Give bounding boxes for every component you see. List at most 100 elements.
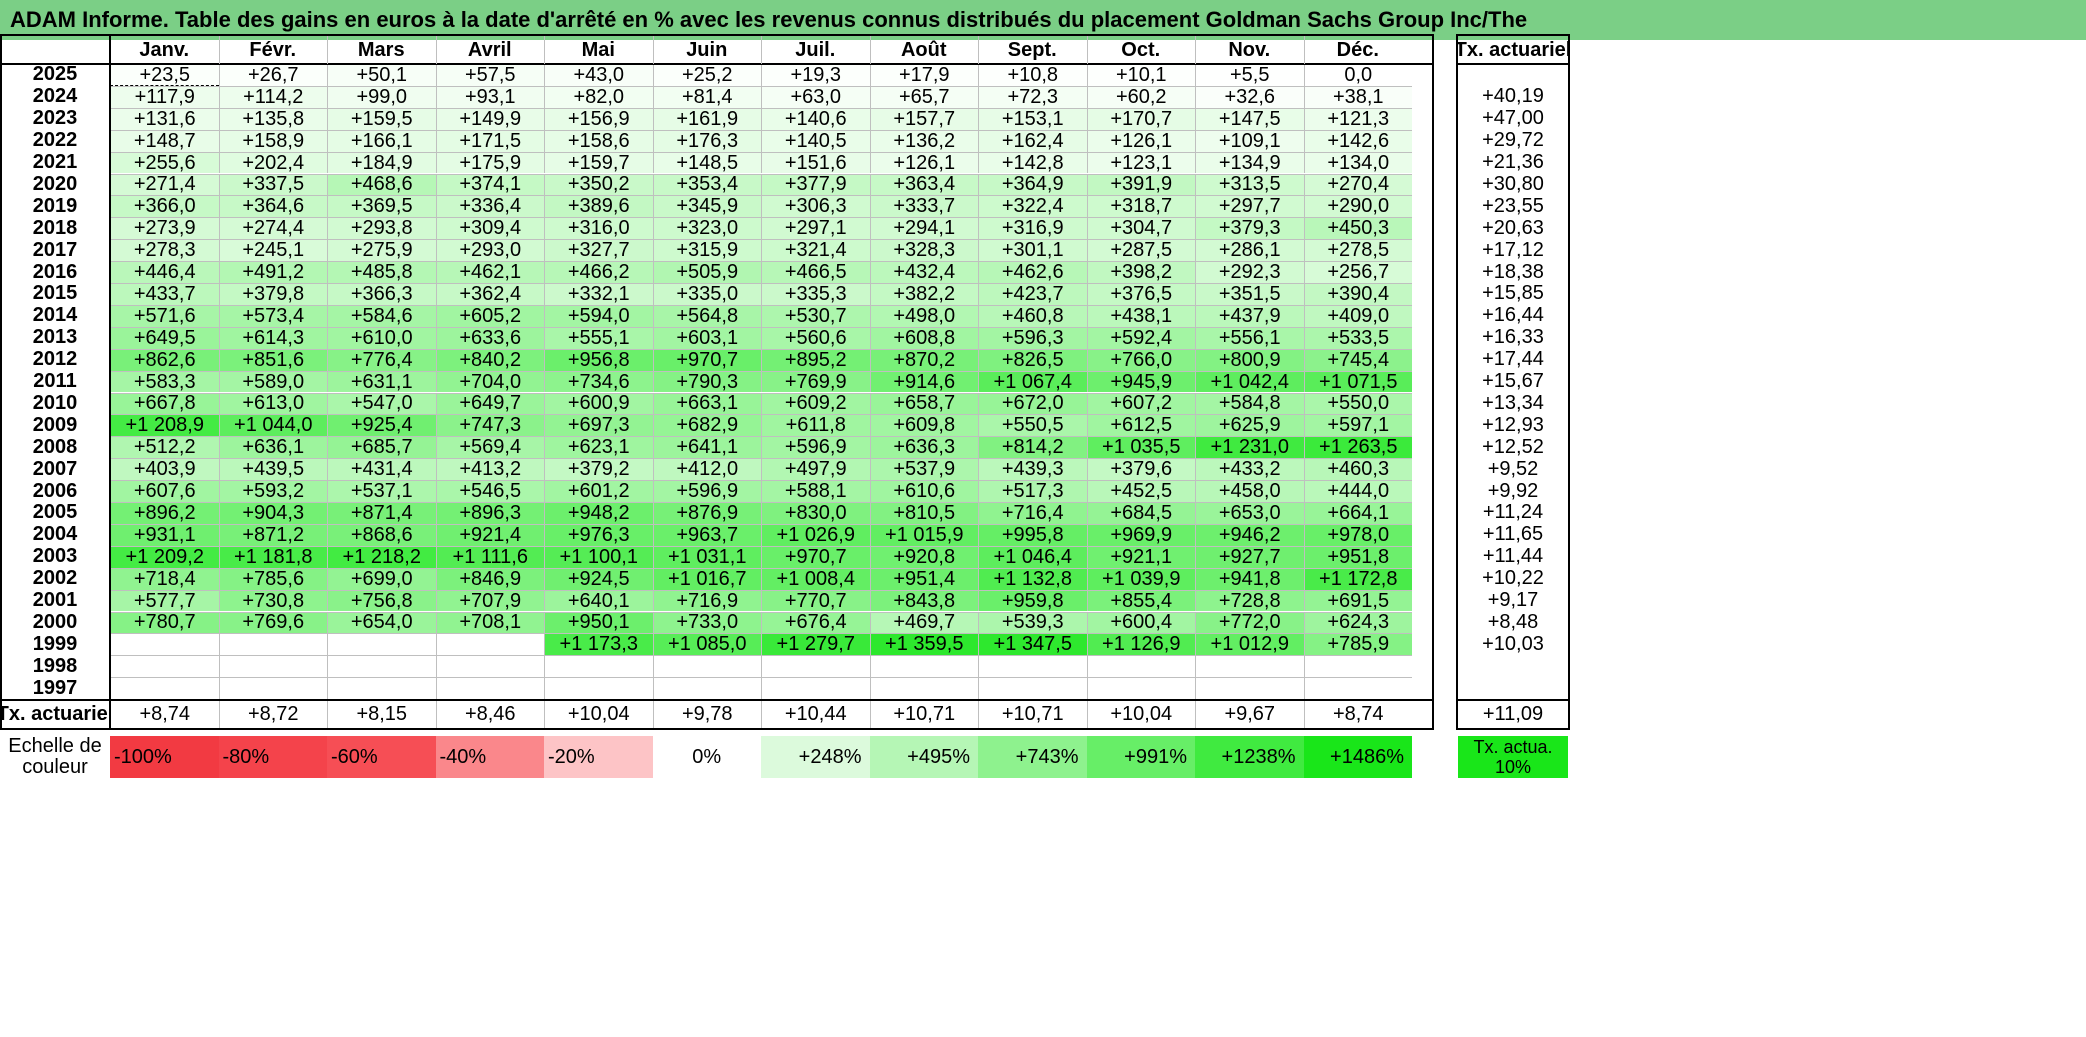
table-cell: +462,6 [978, 261, 1087, 283]
table-cell: +770,7 [761, 589, 870, 612]
table-cell: +423,7 [978, 283, 1087, 305]
annual-rate: +12,93 [1482, 414, 1544, 436]
table-cell: +485,8 [327, 261, 436, 283]
table-cell: +275,9 [327, 239, 436, 262]
table-cell: +533,5 [1303, 326, 1412, 349]
annual-rate: +15,85 [1482, 283, 1544, 305]
table-cell: +870,2 [869, 348, 978, 371]
table-rule [544, 36, 545, 64]
year-label: 2009 [32, 414, 78, 436]
table-cell: +584,8 [1195, 392, 1304, 415]
table-cell: +403,9 [110, 458, 219, 481]
month-header: Mars [357, 38, 405, 61]
table-cell: +497,9 [761, 458, 870, 481]
table-cell: +600,9 [544, 392, 653, 415]
table-cell: +976,3 [544, 523, 653, 546]
year-label: 2012 [32, 348, 78, 371]
annual-rate: +9,52 [1487, 458, 1539, 480]
year-label: 2016 [32, 261, 78, 283]
table-cell: +446,4 [110, 261, 219, 283]
table-cell: +379,2 [544, 458, 653, 481]
table-cell: +126,1 [869, 151, 978, 174]
annual-rate: +8,48 [1487, 611, 1539, 633]
annual-rate: +18,38 [1482, 261, 1544, 283]
table-cell: +444,0 [1303, 480, 1412, 502]
table-cell: +460,8 [978, 304, 1087, 327]
table-cell: +624,3 [1303, 611, 1412, 634]
table-cell: +374,1 [435, 173, 544, 196]
table-cell: +697,3 [544, 414, 653, 437]
table-cell: +871,4 [327, 502, 436, 524]
table-cell: +142,8 [978, 151, 1087, 174]
table-cell: +631,1 [327, 370, 436, 393]
table-cell: +322,4 [978, 195, 1087, 218]
table-cell: +1 035,5 [1086, 436, 1195, 459]
month-header: Juin [686, 38, 728, 61]
table-cell: +149,9 [435, 107, 544, 130]
table-cell: +50,1 [327, 64, 436, 86]
table-cell: +596,9 [761, 436, 870, 459]
annual-rate: +40,19 [1482, 85, 1544, 108]
table-cell: +613,0 [218, 392, 327, 415]
table-cell: +718,4 [110, 567, 219, 590]
scale-label: Echelle de couleur [8, 736, 102, 778]
table-cell: +131,6 [110, 107, 219, 130]
table-cell: +505,9 [652, 261, 761, 283]
scale-swatch: +991% [1086, 736, 1195, 778]
table-cell [110, 655, 219, 678]
table-cell: +382,2 [869, 283, 978, 305]
table-rule [218, 36, 220, 64]
year-label: 2000 [32, 611, 78, 633]
total-cell: +8,46 [435, 700, 545, 728]
table-cell [435, 655, 544, 678]
table-cell: +950,1 [544, 611, 653, 634]
table-cell: +956,8 [544, 348, 653, 371]
table-cell: +306,3 [761, 195, 870, 218]
table-cell: +433,7 [110, 283, 219, 305]
annual-rate: +17,44 [1482, 348, 1544, 371]
table-cell: +592,4 [1086, 326, 1195, 349]
table-cell: +351,5 [1195, 283, 1304, 305]
table-cell: +140,5 [761, 129, 870, 152]
table-cell: +951,4 [869, 567, 978, 590]
table-rule [1303, 36, 1305, 64]
table-cell: +328,3 [869, 239, 978, 262]
year-label: 2014 [32, 304, 78, 327]
table-cell: +1 181,8 [218, 545, 327, 568]
table-cell: +597,1 [1303, 414, 1412, 437]
table-cell: +379,8 [218, 283, 327, 305]
table-cell [761, 677, 870, 700]
annual-rate: +9,92 [1487, 480, 1539, 502]
table-cell: +959,8 [978, 589, 1087, 612]
annual-rate: +30,80 [1482, 173, 1544, 195]
total-cell: +10,04 [1086, 700, 1196, 728]
table-cell [435, 633, 544, 656]
table-cell: +82,0 [544, 85, 653, 108]
table-cell: +537,9 [869, 458, 978, 481]
table-cell: +699,0 [327, 567, 436, 590]
table-cell: +350,2 [544, 173, 653, 196]
table-cell [652, 655, 761, 678]
table-cell: +931,1 [110, 523, 219, 546]
table-cell: +304,7 [1086, 217, 1195, 240]
table-cell: +1 231,0 [1195, 436, 1304, 459]
annual-rate [1458, 64, 1568, 86]
table-cell: +766,0 [1086, 348, 1195, 371]
table-cell: +593,2 [218, 480, 327, 502]
table-cell: +466,5 [761, 261, 870, 283]
table-cell: +612,5 [1086, 414, 1195, 437]
table-cell: +437,9 [1195, 304, 1304, 327]
table-cell: +1 132,8 [978, 567, 1087, 590]
table-cell: +970,7 [652, 348, 761, 371]
table-cell: +148,7 [110, 129, 219, 152]
table-cell: +337,5 [218, 173, 327, 196]
table-cell: +158,9 [218, 129, 327, 152]
table-cell: +148,5 [652, 151, 761, 174]
annual-rate: +47,00 [1482, 107, 1544, 130]
table-cell: +17,9 [869, 64, 978, 86]
table-cell: +433,2 [1195, 458, 1304, 481]
table-cell: +353,4 [652, 173, 761, 196]
table-cell: +769,9 [761, 370, 870, 393]
table-cell: +25,2 [652, 64, 761, 86]
